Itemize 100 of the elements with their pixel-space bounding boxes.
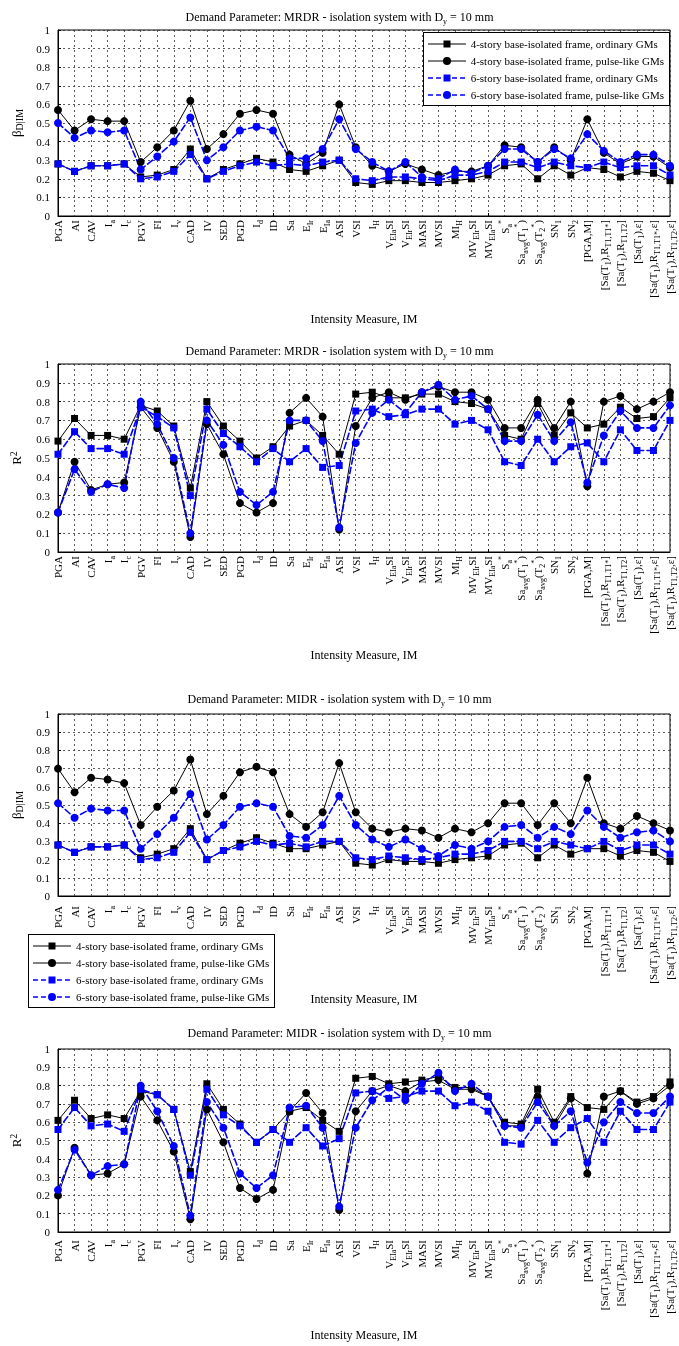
y-tick-label: 0.4 <box>36 1152 51 1165</box>
x-tick-label: ID <box>267 906 280 918</box>
x-tick-label: VSI <box>349 556 362 574</box>
x-tick-label: CAV <box>85 556 98 578</box>
y-tick-label: 0.4 <box>36 817 51 830</box>
y-tick-label: 0 <box>44 210 51 222</box>
y-tick-label: 0.3 <box>36 154 51 167</box>
x-tick-label: [PGA,M] <box>581 556 594 598</box>
x-tick-label: MASI <box>415 1240 428 1268</box>
x-tick-label: PGA <box>52 906 64 929</box>
x-tick-label: AI <box>68 1240 81 1252</box>
x-axis-title: Intensity Measure, IM <box>310 992 418 1006</box>
x-tick-label: PGD <box>233 220 246 243</box>
x-tick-label: PGA <box>52 1240 64 1263</box>
x-tick-label: PGA <box>52 220 64 243</box>
y-tick-label: 0.3 <box>36 489 51 502</box>
x-axis-title: Intensity Measure, IM <box>310 312 418 326</box>
y-tick-label: 0.1 <box>36 527 50 540</box>
x-axis-title: Intensity Measure, IM <box>310 1328 418 1342</box>
legend-label: 6-story base-isolated frame, pulse-like GMs <box>470 88 664 101</box>
legend-label: 4-story base-isolated frame, pulse-like GMs <box>470 54 664 67</box>
x-tick-label: IV <box>200 906 213 918</box>
x-tick-label: CAV <box>85 906 98 928</box>
x-tick-label: VSI <box>349 906 362 924</box>
y-tick-label: 0.5 <box>36 117 51 129</box>
legend-label: 6-story base-isolated frame, ordinary GMs <box>470 71 658 84</box>
x-tick-label: MVSI <box>432 220 445 248</box>
x-tick-label: ID <box>267 1240 280 1252</box>
y-tick-label: 0.9 <box>36 726 51 739</box>
x-tick-label: Sa <box>283 906 296 917</box>
y-tick-label: 1 <box>44 358 50 370</box>
y-tick-label: 0.4 <box>36 135 51 148</box>
x-tick-label: MVSI <box>432 556 445 584</box>
y-tick-label: 0.1 <box>36 191 50 204</box>
x-tick-label: ASI <box>333 906 346 924</box>
y-tick-label: 0.2 <box>36 508 50 521</box>
y-tick-label: 0.4 <box>36 470 51 483</box>
x-tick-label: SED <box>217 1240 230 1261</box>
x-tick-label: FI <box>151 220 164 230</box>
x-tick-label: [PGA,M] <box>581 1240 594 1282</box>
x-tick-label: AI <box>68 556 81 568</box>
y-tick-label: 0.6 <box>36 433 51 446</box>
x-tick-label: VSI <box>349 220 362 238</box>
x-tick-label: Sa <box>283 556 296 567</box>
y-tick-label: 1 <box>44 1043 50 1055</box>
x-tick-label: PGV <box>134 906 147 929</box>
x-tick-label: CAD <box>184 906 197 930</box>
y-tick-label: 0.7 <box>36 1097 51 1110</box>
legend-label: 4-story base-isolated frame, ordinary GMs <box>470 37 658 50</box>
y-tick-label: 0.8 <box>36 744 51 757</box>
x-tick-label: MASI <box>415 220 428 248</box>
x-tick-label: IV <box>200 556 213 568</box>
y-tick-label: 0 <box>44 890 51 902</box>
y-tick-label: 0.5 <box>36 452 51 464</box>
y-axis-title: R2 <box>7 1133 24 1148</box>
x-tick-label: MVSI <box>432 1240 445 1268</box>
legend-label: 4-story base-isolated frame, pulse-like GMs <box>76 956 270 969</box>
x-tick-label: CAD <box>184 1240 197 1264</box>
x-tick-label: FI <box>151 556 164 566</box>
x-tick-label: AI <box>68 906 81 918</box>
y-tick-label: 0.9 <box>36 1061 51 1074</box>
x-tick-label: CAD <box>184 220 197 244</box>
y-tick-label: 0.7 <box>36 79 51 92</box>
y-tick-label: 0.2 <box>36 853 50 866</box>
legend-label: 6-story base-isolated frame, pulse-like GMs <box>76 990 270 1003</box>
x-tick-label: ASI <box>333 220 346 238</box>
x-tick-label: MASI <box>415 906 428 934</box>
y-tick-label: 0 <box>44 546 51 558</box>
x-tick-label: FI <box>151 906 164 916</box>
x-tick-label: PGD <box>233 1240 246 1263</box>
y-tick-label: 0.1 <box>36 1207 50 1220</box>
x-tick-label: PGV <box>134 1240 147 1263</box>
legend-label: 6-story base-isolated frame, ordinary GMs <box>76 973 264 986</box>
x-tick-label: SED <box>217 906 230 927</box>
y-axis-title: βD|IM <box>8 108 25 138</box>
x-tick-label: ASI <box>333 1240 346 1258</box>
y-tick-label: 0.2 <box>36 1189 50 1202</box>
x-tick-label: [PGA,M] <box>581 906 594 948</box>
x-tick-label: IV <box>200 1240 213 1252</box>
x-tick-label: [PGA,M] <box>581 220 594 262</box>
x-tick-label: ASI <box>333 556 346 574</box>
x-tick-label: ID <box>267 220 280 232</box>
y-tick-label: 0.7 <box>36 762 51 775</box>
x-tick-label: ID <box>267 556 280 568</box>
x-tick-label: SED <box>217 556 230 577</box>
x-tick-label: CAV <box>85 1240 98 1262</box>
y-tick-label: 0.3 <box>36 1171 51 1184</box>
y-tick-label: 0.5 <box>36 1134 51 1147</box>
x-tick-label: PGV <box>134 220 147 243</box>
x-tick-label: PGD <box>233 556 246 579</box>
y-axis-title: R2 <box>7 451 24 465</box>
y-tick-label: 0.6 <box>36 1116 51 1129</box>
y-tick-label: 0.8 <box>36 61 51 74</box>
x-tick-label: VSI <box>349 1240 362 1258</box>
x-tick-label: Sa <box>283 220 296 231</box>
x-tick-label: CAV <box>85 220 98 242</box>
y-tick-label: 1 <box>44 708 50 720</box>
y-axis-title: βD|IM <box>8 790 25 820</box>
y-tick-label: 0.6 <box>36 780 51 793</box>
x-tick-label: IV <box>200 220 213 232</box>
